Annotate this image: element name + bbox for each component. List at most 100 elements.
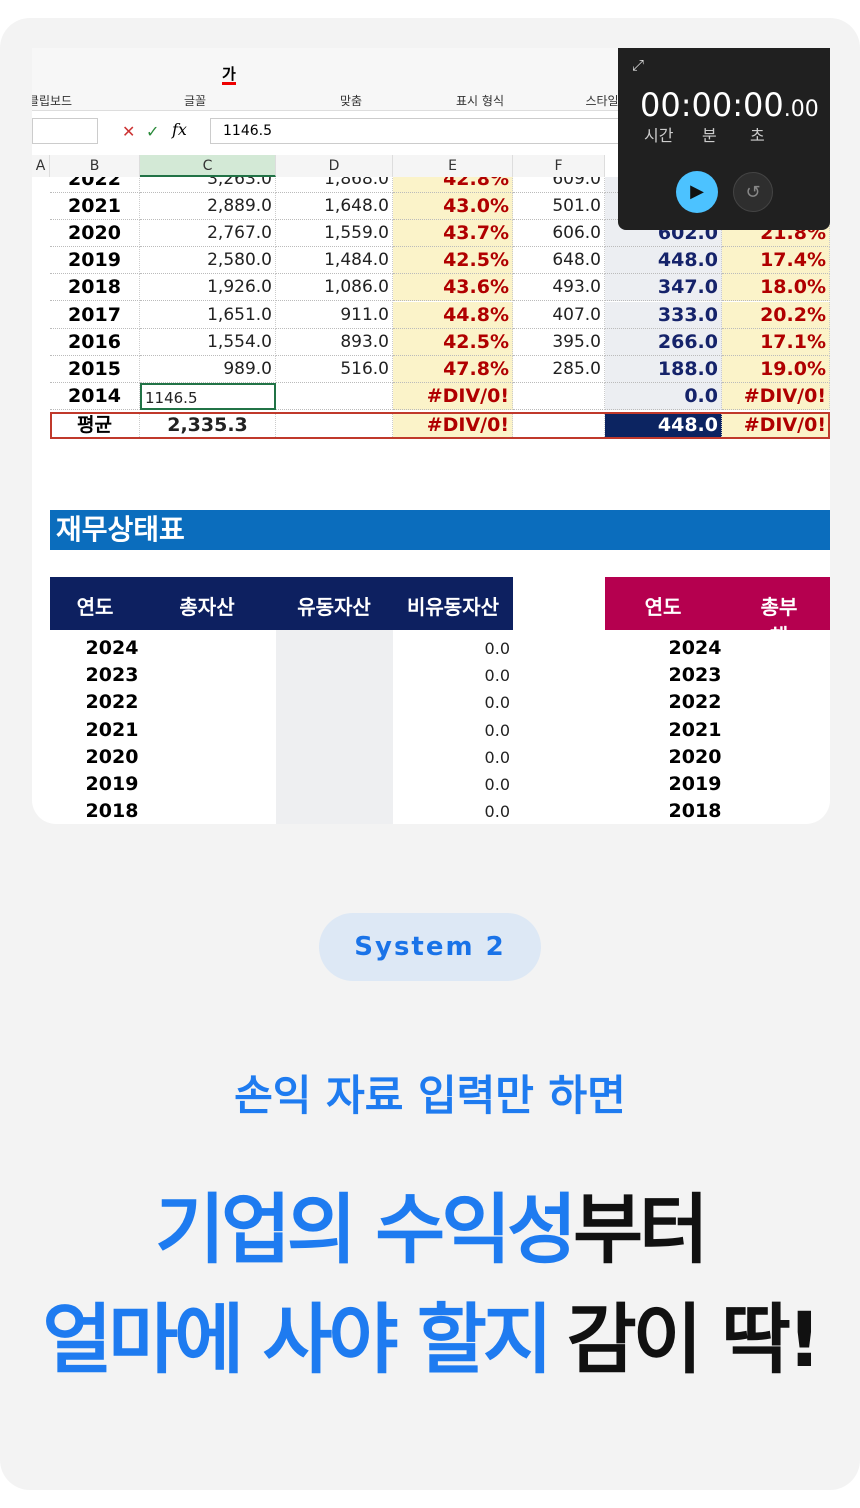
excel-screenshot: ✕ ✓ fx 1146.5 2022 3,263.0 1,868.0 42.8% 609… xyxy=(32,48,830,824)
timer-window: ⤢ 00:00:00.00 ▶ ↺ 시간 분 초 xyxy=(618,48,830,230)
year-cell: 2022 xyxy=(668,691,722,713)
cell: 407.0 xyxy=(513,302,605,329)
column-header: E xyxy=(393,155,513,177)
year-cell: 2019 xyxy=(85,773,139,795)
expand-icon[interactable]: ⤢ xyxy=(632,56,645,74)
cell: #DIV/0! xyxy=(722,412,830,439)
column-header: F xyxy=(513,155,605,177)
cell: 43.0% xyxy=(393,193,513,220)
column-shade xyxy=(276,630,393,824)
cell: 1,651.0 xyxy=(140,302,276,329)
cell: 44.8% xyxy=(393,302,513,329)
cell: 43.7% xyxy=(393,220,513,247)
name-box[interactable] xyxy=(32,118,98,144)
cell: 893.0 xyxy=(276,329,393,356)
year-cell: 2021 xyxy=(85,719,139,741)
year-cell: 2022 xyxy=(85,691,139,713)
section-title: 재무상태표 xyxy=(50,510,830,550)
cell: 18.0% xyxy=(722,274,830,301)
cell: 2017 xyxy=(50,302,140,329)
cell: 333.0 xyxy=(605,302,722,329)
subtitle: 손익 자료 입력만 하면 xyxy=(234,1071,626,1120)
empty-cell xyxy=(513,383,605,410)
empty-cell xyxy=(276,412,393,439)
cell: 609.0 xyxy=(513,177,605,193)
cell: 448.0 xyxy=(605,412,722,439)
font-color-icon: 가 xyxy=(222,65,236,85)
cell: 648.0 xyxy=(513,247,605,274)
cell: 188.0 xyxy=(605,356,722,383)
year-cell: 2023 xyxy=(85,664,139,686)
year-cell: 2024 xyxy=(668,637,722,659)
cell: 2,767.0 xyxy=(140,220,276,247)
year-cell: 2020 xyxy=(668,746,722,768)
empty-cell xyxy=(513,412,605,439)
value-cell: 0.0 xyxy=(484,802,510,821)
table-header: 연도 xyxy=(76,595,114,619)
timer-label: 분 xyxy=(702,126,717,145)
fx-icon[interactable]: fx xyxy=(172,120,187,139)
ribbon-group-label: 맞춤 xyxy=(339,94,363,108)
play-button[interactable]: ▶ xyxy=(676,171,718,213)
cell: #DIV/0! xyxy=(722,383,830,410)
value-cell: 0.0 xyxy=(484,721,510,740)
left-header-bar xyxy=(50,577,513,630)
ribbon-group-label: 클립보드 xyxy=(32,94,73,108)
headline-text: 부터 xyxy=(573,1185,709,1274)
column-header: C xyxy=(140,155,276,177)
cell: 395.0 xyxy=(513,329,605,356)
cell: 20.2% xyxy=(722,302,830,329)
cell: 1,086.0 xyxy=(276,274,393,301)
value-cell: 0.0 xyxy=(484,775,510,794)
cell: 493.0 xyxy=(513,274,605,301)
cell: 516.0 xyxy=(276,356,393,383)
cell: 2018 xyxy=(50,274,140,301)
cell: 501.0 xyxy=(513,193,605,220)
cell: 2022 xyxy=(50,177,140,193)
table-header: 총부채 xyxy=(760,595,798,648)
cell: 2015 xyxy=(50,356,140,383)
cell: #DIV/0! xyxy=(393,383,513,410)
cell: 1,554.0 xyxy=(140,329,276,356)
cell: 285.0 xyxy=(513,356,605,383)
formula-input[interactable]: 1146.5 xyxy=(210,118,620,144)
year-cell: 2018 xyxy=(668,800,722,822)
cancel-icon[interactable]: ✕ xyxy=(122,122,136,141)
right-header-bar xyxy=(605,577,830,630)
cell: 448.0 xyxy=(605,247,722,274)
cell: 1,648.0 xyxy=(276,193,393,220)
cell: 2,335.3 xyxy=(140,412,276,439)
value-cell: 0.0 xyxy=(484,666,510,685)
year-cell: 2020 xyxy=(85,746,139,768)
cell: 42.8% xyxy=(393,177,513,193)
cell: 2020 xyxy=(50,220,140,247)
editing-cell[interactable]: 1146.5 xyxy=(140,383,276,410)
table-header: 유동자산 xyxy=(297,595,371,619)
cell: 1,868.0 xyxy=(276,177,393,193)
cell: 17.1% xyxy=(722,329,830,356)
table-header: 연도 xyxy=(644,595,682,619)
headline-text: 감이 딱! xyxy=(566,1295,822,1384)
cell: 1,926.0 xyxy=(140,274,276,301)
enter-icon[interactable]: ✓ xyxy=(146,122,160,141)
headline-text: 얼마에 사야 할지 xyxy=(42,1295,552,1384)
cell: 1,484.0 xyxy=(276,247,393,274)
ribbon-group-label: 스타일 xyxy=(585,94,619,108)
value-cell: 0.0 xyxy=(484,748,510,767)
cell: 347.0 xyxy=(605,274,722,301)
cell: 2016 xyxy=(50,329,140,356)
year-cell: 2018 xyxy=(85,800,139,822)
badge: System 2 xyxy=(319,913,541,981)
cell: 266.0 xyxy=(605,329,722,356)
cell: 1,559.0 xyxy=(276,220,393,247)
headline-line: 얼마에 사야 할지 감이 딱! xyxy=(0,1278,860,1388)
reset-button[interactable]: ↺ xyxy=(733,172,773,212)
headline-line: 기업의 수익성부터 xyxy=(0,1168,860,1278)
column-header: A xyxy=(32,155,50,177)
cell: 평균 xyxy=(50,412,140,439)
cell: 43.6% xyxy=(393,274,513,301)
timer-display: 00:00:00.00 xyxy=(640,86,819,124)
cell: #DIV/0! xyxy=(393,412,513,439)
cell: 2019 xyxy=(50,247,140,274)
